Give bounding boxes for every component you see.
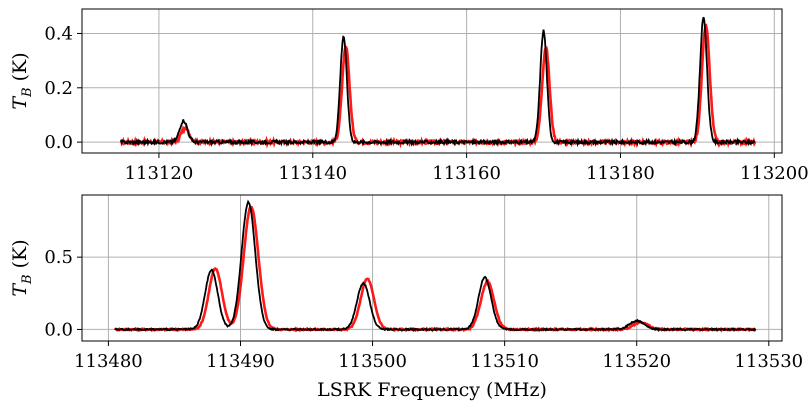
axes-frame xyxy=(81,194,783,342)
x-tick-label: 113500 xyxy=(338,351,407,372)
red-spectrum-series xyxy=(113,205,757,333)
x-tick-label: 113530 xyxy=(734,351,803,372)
y-tick-label: 0.4 xyxy=(44,23,73,44)
top-spectrum-panel: 113120 113140 113160 113180 113200 0.0 0.2 0.4 T… xyxy=(9,8,809,184)
x-tick-label: 113180 xyxy=(586,163,655,184)
x-tick-label: 113200 xyxy=(740,163,809,184)
x-tick-label: 113480 xyxy=(74,351,143,372)
axes-frame xyxy=(81,8,783,154)
black-spectrum-series xyxy=(114,199,757,332)
y-tick-label: 0.2 xyxy=(44,78,73,99)
y-tick-label: 0.5 xyxy=(44,247,73,268)
red-spectrum-series xyxy=(119,23,757,149)
black-spectrum-series xyxy=(120,16,756,148)
y-tick-label: 0.0 xyxy=(44,319,73,340)
x-tick-label: 113120 xyxy=(125,163,194,184)
y-tick-label: 0.0 xyxy=(44,132,73,153)
x-tick-label: 113510 xyxy=(470,351,539,372)
y-axis-label: TB (K) xyxy=(9,52,35,109)
x-tick-label: 113160 xyxy=(432,163,501,184)
y-axis-label: TB (K) xyxy=(9,239,35,296)
x-tick-label: 113140 xyxy=(278,163,347,184)
x-axis-label: LSRK Frequency (MHz) xyxy=(317,379,547,401)
x-tick-label: 113520 xyxy=(602,351,671,372)
x-tick-label: 113490 xyxy=(206,351,275,372)
bottom-spectrum-panel: 113480 113490 113500 113510 113520 113530 0.0 0… xyxy=(9,194,803,401)
